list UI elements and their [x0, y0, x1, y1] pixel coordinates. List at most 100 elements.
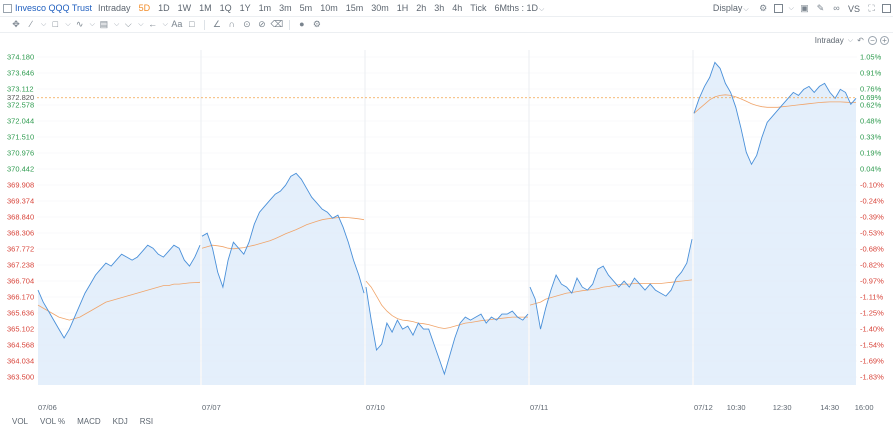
drawing-toolbar: ✥ ∕ ⌵ □ ⌵ ∿ ⌵ ▤ ⌵ ⌵ ⌵ ← ⌵ Aa □ ∠ ∩ ⊙ ⊘ ⌫…: [0, 17, 893, 33]
price-tick-label: 366.170: [7, 293, 34, 302]
toolbar-separator: [288, 19, 290, 30]
link-icon[interactable]: ∞: [833, 3, 840, 13]
magnet-icon[interactable]: ∩: [228, 19, 236, 29]
drawing-settings-icon[interactable]: ⚙: [312, 19, 321, 29]
ruler-icon[interactable]: ∠: [212, 19, 221, 29]
range-chevron-down-icon[interactable]: ⌵: [538, 5, 545, 13]
price-tick-label: 363.500: [7, 373, 34, 382]
price-area-fill: [366, 287, 528, 385]
lock-drawing-icon[interactable]: ⊙: [243, 19, 251, 29]
settings-gear-icon[interactable]: ⚙: [759, 3, 768, 13]
percent-tick-label: 0.48%: [860, 117, 882, 126]
price-axis-left: 374.180 373.646 373.112 372.578 372.044 371.5…: [7, 53, 34, 382]
timeframe-option[interactable]: 30m: [371, 3, 389, 13]
price-tick-label: 374.180: [7, 53, 34, 62]
percent-tick-label: -0.97%: [860, 277, 884, 286]
intraday-controls: Intraday ⌵ ↶ − +: [815, 36, 889, 45]
timeframe-option[interactable]: Intraday: [98, 3, 131, 13]
indicator-vol[interactable]: VOL: [12, 417, 29, 426]
moving-average-lines: [37, 94, 856, 329]
indicator-vol-percent[interactable]: VOL %: [40, 417, 66, 426]
arrow-chevron-down-icon[interactable]: ⌵: [162, 20, 168, 28]
indicator-macd[interactable]: MACD: [77, 417, 101, 426]
timeframe-option[interactable]: 1W: [177, 3, 192, 13]
timeframe-option[interactable]: 1m: [258, 3, 272, 13]
symbol-name[interactable]: Invesco QQQ Trust: [15, 3, 93, 13]
arrow-icon[interactable]: ←: [148, 19, 158, 29]
timeframe-option[interactable]: 1Q: [219, 3, 232, 13]
percent-tick-label: -0.68%: [860, 245, 884, 254]
toolbar-right: Display⌵ ⚙ ⌵ ▣ ✎ ∞ VS ⛶: [709, 0, 891, 17]
symbol-selector[interactable]: Invesco QQQ Trust: [0, 3, 92, 13]
timeframe-option[interactable]: 2h: [416, 3, 427, 13]
percent-tick-label: -1.54%: [860, 341, 884, 350]
timeframe-option[interactable]: 1D: [158, 3, 170, 13]
price-tick-label: 365.636: [7, 309, 34, 318]
timeframe-option[interactable]: 6Mths : 1D⌵: [494, 2, 545, 13]
pencil-icon[interactable]: ✎: [816, 3, 825, 13]
delete-drawing-icon[interactable]: ⌫: [270, 19, 284, 29]
fullscreen-icon[interactable]: ⛶: [868, 3, 875, 13]
timeframe-option[interactable]: 1M: [199, 3, 212, 13]
timeframe-option[interactable]: 1Y: [239, 3, 251, 13]
timeframe-option[interactable]: Tick: [470, 3, 487, 13]
timeframe-option[interactable]: 3m: [279, 3, 292, 13]
moving-average-line: [529, 279, 693, 306]
fibonacci-icon[interactable]: ▤: [99, 19, 109, 29]
trend-line-icon[interactable]: ∕: [30, 19, 32, 29]
zoom-in-icon[interactable]: +: [880, 36, 889, 45]
text-tool-icon[interactable]: Aa: [171, 19, 183, 29]
price-tick-label: 368.306: [7, 229, 34, 238]
percent-tick-label: 0.76%: [860, 85, 882, 94]
timeframe-option[interactable]: 1H: [396, 3, 409, 13]
percent-tick-label: 0.33%: [860, 133, 882, 142]
percent-tick-label: -1.11%: [860, 293, 884, 302]
hide-drawings-icon[interactable]: ⊘: [258, 19, 266, 29]
percent-tick-label: 0.62%: [860, 101, 882, 110]
timeframe-option[interactable]: 4h: [452, 3, 463, 13]
mode-chevron-down-icon[interactable]: ⌵: [847, 36, 853, 44]
timeframe-option[interactable]: 5D: [138, 3, 151, 13]
rectangle-icon[interactable]: □: [52, 19, 59, 29]
price-tick-label: 365.102: [7, 325, 34, 334]
timeframe-option[interactable]: 5m: [299, 3, 313, 13]
path-chevron-down-icon[interactable]: ⌵: [89, 20, 95, 28]
indicator-kdj[interactable]: KDJ: [112, 417, 128, 426]
indicator-bar: VOL VOL % MACD KDJ RSI: [0, 415, 893, 428]
vs-compare-button[interactable]: VS: [847, 3, 860, 14]
crosshair-icon[interactable]: ✥: [12, 19, 20, 29]
timeframe-option[interactable]: 10m: [320, 3, 338, 13]
zoom-out-icon[interactable]: −: [868, 36, 877, 45]
channel-chevron-down-icon[interactable]: ⌵: [138, 20, 144, 28]
compare-icon[interactable]: ●: [299, 19, 305, 29]
note-icon[interactable]: □: [189, 19, 195, 29]
percent-tick-label: -0.39%: [860, 213, 884, 222]
percent-axis-right: 1.05% 0.91% 0.76% 0.62% 0.48% 0.33% 0.19% 0.04%…: [860, 53, 884, 382]
symbol-checkbox-icon[interactable]: [3, 3, 12, 13]
fibonacci-chevron-down-icon[interactable]: ⌵: [113, 20, 120, 28]
reset-icon[interactable]: ↶: [857, 35, 864, 45]
square-layout-icon[interactable]: [773, 4, 783, 13]
percent-tick-label: 0.19%: [860, 149, 882, 158]
timeframe-option[interactable]: 3h: [434, 3, 445, 13]
path-icon[interactable]: ∿: [75, 19, 84, 29]
trend-line-chevron-down-icon[interactable]: ⌵: [41, 20, 47, 28]
timeframe-option[interactable]: 15m: [345, 3, 364, 13]
price-tick-label: 370.442: [7, 165, 34, 174]
percent-tick-label: -0.24%: [860, 197, 884, 206]
price-line: [365, 287, 529, 376]
session-dividers: [200, 50, 694, 385]
time-tick-label: 07/06: [38, 403, 57, 412]
layout-chevron-down-icon[interactable]: ⌵: [788, 4, 794, 12]
channel-icon[interactable]: ⌵: [124, 19, 132, 29]
intraday-mode-label[interactable]: Intraday: [814, 36, 844, 45]
window-icon[interactable]: [882, 4, 891, 13]
price-area-fill: [530, 239, 692, 385]
display-menu[interactable]: Display⌵: [712, 3, 749, 13]
rectangle-chevron-down-icon[interactable]: ⌵: [65, 20, 71, 28]
camera-icon[interactable]: ▣: [800, 3, 809, 13]
price-tick-label: 367.238: [7, 261, 34, 270]
price-area-fill: [694, 62, 856, 386]
indicator-rsi[interactable]: RSI: [139, 417, 154, 426]
